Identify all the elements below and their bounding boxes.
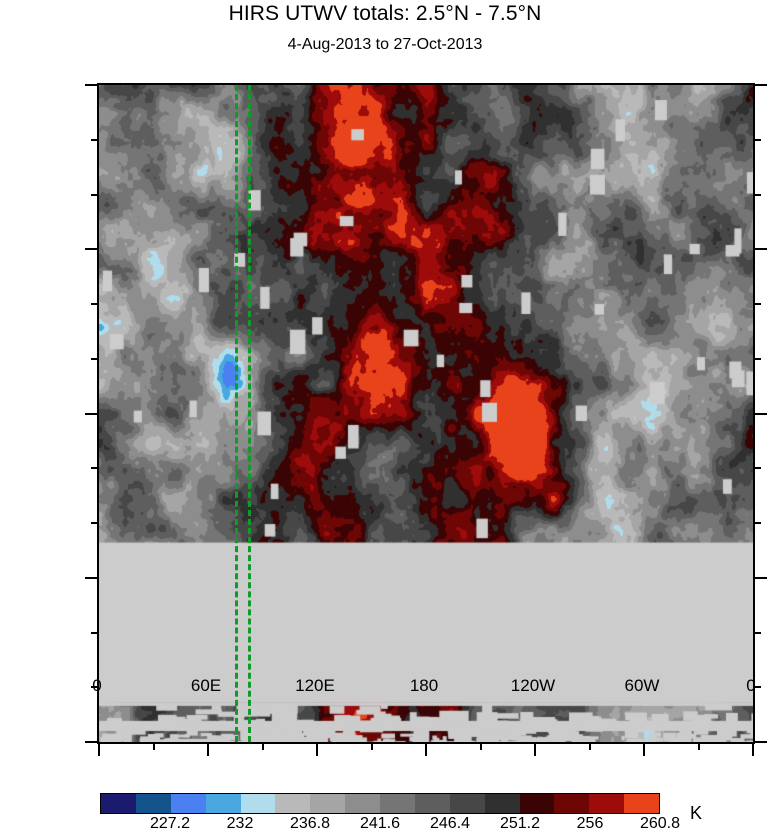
colorbar-swatch bbox=[275, 794, 311, 813]
colorbar-tick-label: 227.2 bbox=[149, 815, 191, 832]
colorbar-swatch bbox=[519, 794, 555, 813]
x-axis-tick-minor bbox=[697, 742, 700, 750]
x-axis-tick-minor bbox=[261, 742, 264, 750]
x-axis-label: 60W bbox=[624, 676, 660, 695]
x-axis-label: 60E bbox=[190, 676, 222, 695]
y-axis-tick-minor bbox=[91, 303, 99, 305]
x-axis-label: 180 bbox=[409, 676, 439, 695]
y-axis-tick-minor bbox=[753, 193, 761, 196]
colorbar-swatch bbox=[484, 794, 520, 813]
x-axis-tick-major bbox=[316, 742, 318, 756]
y-axis-tick-major bbox=[85, 576, 99, 579]
colorbar-tick-label: 232 bbox=[226, 815, 254, 832]
y-axis-tick-minor bbox=[91, 686, 99, 689]
y-axis-tick-minor bbox=[91, 522, 99, 524]
x-axis-tick-major bbox=[534, 742, 536, 756]
x-axis-label: 0 bbox=[92, 676, 102, 695]
y-axis-tick-major bbox=[85, 741, 99, 743]
x-axis-tick-major bbox=[425, 742, 427, 756]
y-axis-tick-minor bbox=[753, 303, 761, 305]
y-axis-tick-minor bbox=[91, 357, 99, 360]
y-axis-tick-major bbox=[753, 741, 767, 743]
colorbar-swatch bbox=[414, 794, 450, 813]
y-axis-tick-minor bbox=[753, 631, 761, 634]
y-axis-tick-major bbox=[85, 248, 99, 251]
x-axis-tick-major bbox=[98, 742, 100, 756]
x-axis-tick-major bbox=[207, 742, 209, 756]
y-axis-tick-minor bbox=[91, 631, 99, 634]
colorbar-swatch bbox=[345, 794, 380, 813]
colorbar-swatch bbox=[205, 794, 241, 813]
colorbar-swatch bbox=[624, 794, 659, 813]
y-axis-tick-major bbox=[753, 576, 767, 579]
y-axis-tick-major bbox=[753, 84, 767, 86]
colorbar-swatch bbox=[135, 794, 171, 813]
plot-area bbox=[85, 83, 767, 756]
colorbar-swatch bbox=[101, 794, 136, 813]
colorbar-swatch bbox=[170, 794, 206, 813]
y-axis-tick-minor bbox=[753, 138, 761, 141]
colorbar-units-label: K bbox=[690, 803, 703, 823]
colorbar-swatch bbox=[310, 794, 346, 813]
x-axis-label: 120E bbox=[295, 676, 335, 695]
x-axis-tick-minor bbox=[479, 742, 482, 750]
colorbar-tick-label: 260.8 bbox=[639, 815, 681, 832]
colorbar-swatch bbox=[449, 794, 485, 813]
y-axis-tick-minor bbox=[753, 467, 761, 470]
colorbar-swatch bbox=[380, 794, 415, 813]
colorbar-tick-label: 246.4 bbox=[429, 815, 471, 832]
colorbar-swatch bbox=[589, 794, 625, 813]
chart-subtitle: 4-Aug-2013 to 27-Oct-2013 bbox=[287, 36, 483, 53]
vertical-marker-line bbox=[235, 85, 239, 742]
y-axis-tick-major bbox=[753, 412, 767, 415]
colorbar-tick-label: 241.6 bbox=[359, 815, 401, 832]
colorbar-swatch bbox=[554, 794, 590, 813]
y-axis-tick-minor bbox=[753, 357, 761, 360]
colorbar-swatch bbox=[240, 794, 276, 813]
y-axis-tick-major bbox=[85, 412, 99, 415]
y-axis-tick-minor bbox=[753, 522, 761, 524]
page-title: HIRS UTWV totals: 2.5°N - 7.5°N bbox=[228, 2, 542, 25]
x-axis-tick-minor bbox=[370, 742, 373, 750]
y-axis-tick-major bbox=[85, 84, 99, 86]
y-axis-tick-minor bbox=[91, 467, 99, 470]
x-axis-tick-major bbox=[752, 742, 754, 756]
y-axis-tick-minor bbox=[91, 193, 99, 196]
heatmap-field bbox=[99, 85, 753, 742]
colorbar-tick-label: 236.8 bbox=[289, 815, 331, 832]
x-axis-tick-minor bbox=[152, 742, 155, 750]
y-axis-tick-major bbox=[753, 248, 767, 251]
colorbar bbox=[100, 793, 660, 814]
y-axis-tick-minor bbox=[753, 686, 761, 689]
x-axis-tick-minor bbox=[588, 742, 591, 750]
vertical-marker-line bbox=[247, 85, 251, 742]
x-axis-tick-major bbox=[643, 742, 645, 756]
x-axis-label: 0 bbox=[746, 676, 756, 695]
x-axis-label: 120W bbox=[510, 676, 556, 695]
colorbar-tick-label: 251.2 bbox=[499, 815, 541, 832]
colorbar-tick-label: 256 bbox=[576, 815, 604, 832]
y-axis-tick-minor bbox=[91, 138, 99, 141]
